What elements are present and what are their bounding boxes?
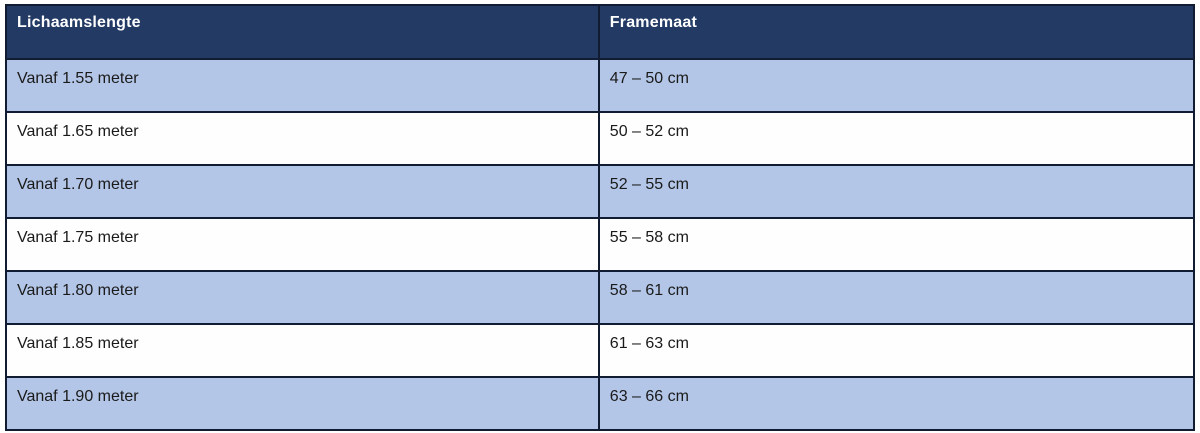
table-row: Vanaf 1.70 meter 52 – 55 cm [5,164,1196,219]
cell-framemaat: 52 – 55 cm [597,164,1196,219]
cell-framemaat: 61 – 63 cm [597,323,1196,378]
cell-framemaat: 50 – 52 cm [597,111,1196,166]
cell-lichaamslengte: Vanaf 1.70 meter [5,164,600,219]
cell-lichaamslengte: Vanaf 1.65 meter [5,111,600,166]
cell-framemaat: 58 – 61 cm [597,270,1196,325]
header-cell-lichaamslengte: Lichaamslengte [5,4,600,60]
table-row: Vanaf 1.90 meter 63 – 66 cm [5,376,1196,431]
table-row: Vanaf 1.55 meter 47 – 50 cm [5,58,1196,113]
cell-framemaat: 47 – 50 cm [597,58,1196,113]
cell-framemaat: 55 – 58 cm [597,217,1196,272]
frame-size-table: Lichaamslengte Framemaat Vanaf 1.55 mete… [5,4,1196,431]
table-row: Vanaf 1.80 meter 58 – 61 cm [5,270,1196,325]
header-cell-framemaat: Framemaat [597,4,1196,60]
cell-lichaamslengte: Vanaf 1.80 meter [5,270,600,325]
table-row: Vanaf 1.65 meter 50 – 52 cm [5,111,1196,166]
table-row: Vanaf 1.75 meter 55 – 58 cm [5,217,1196,272]
cell-framemaat: 63 – 66 cm [597,376,1196,431]
cell-lichaamslengte: Vanaf 1.75 meter [5,217,600,272]
cell-lichaamslengte: Vanaf 1.85 meter [5,323,600,378]
cell-lichaamslengte: Vanaf 1.55 meter [5,58,600,113]
cell-lichaamslengte: Vanaf 1.90 meter [5,376,600,431]
table-header-row: Lichaamslengte Framemaat [5,4,1196,60]
table-row: Vanaf 1.85 meter 61 – 63 cm [5,323,1196,378]
